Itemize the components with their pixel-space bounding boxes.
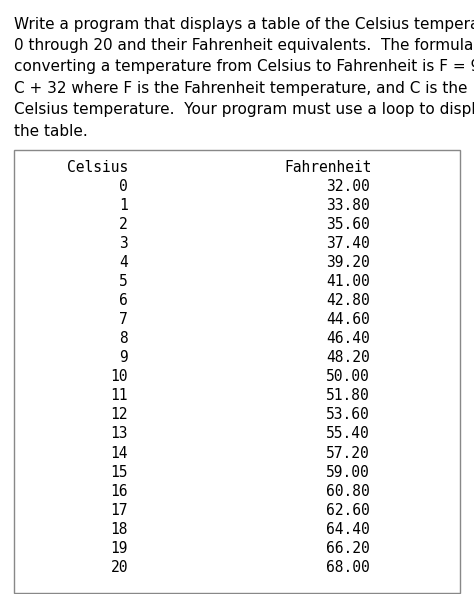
- Text: 39.20: 39.20: [326, 255, 370, 270]
- Text: 48.20: 48.20: [326, 350, 370, 365]
- Text: 8: 8: [119, 331, 128, 346]
- Text: 5: 5: [119, 274, 128, 289]
- Text: 60.80: 60.80: [326, 484, 370, 498]
- Text: 35.60: 35.60: [326, 217, 370, 232]
- Text: the table.: the table.: [14, 124, 88, 138]
- Text: Celsius: Celsius: [67, 160, 128, 175]
- Text: 11: 11: [110, 388, 128, 403]
- Text: 32.00: 32.00: [326, 179, 370, 194]
- Text: 33.80: 33.80: [326, 198, 370, 213]
- Text: 1: 1: [119, 198, 128, 213]
- Text: 14: 14: [110, 446, 128, 460]
- Text: 37.40: 37.40: [326, 236, 370, 251]
- FancyBboxPatch shape: [14, 150, 460, 593]
- Text: 7: 7: [119, 312, 128, 327]
- Text: Fahrenheit: Fahrenheit: [284, 160, 372, 175]
- Text: 51.80: 51.80: [326, 388, 370, 403]
- Text: 17: 17: [110, 503, 128, 517]
- Text: 53.60: 53.60: [326, 407, 370, 422]
- Text: converting a temperature from Celsius to Fahrenheit is F = 9/5 *: converting a temperature from Celsius to…: [14, 59, 474, 74]
- Text: 6: 6: [119, 293, 128, 308]
- Text: 0 through 20 and their Fahrenheit equivalents.  The formula for: 0 through 20 and their Fahrenheit equiva…: [14, 38, 474, 53]
- Text: C + 32 where F is the Fahrenheit temperature, and C is the: C + 32 where F is the Fahrenheit tempera…: [14, 81, 468, 96]
- Text: 44.60: 44.60: [326, 312, 370, 327]
- Text: 13: 13: [110, 426, 128, 441]
- Text: 10: 10: [110, 369, 128, 384]
- Text: 0: 0: [119, 179, 128, 194]
- Text: 18: 18: [110, 522, 128, 536]
- Text: 66.20: 66.20: [326, 541, 370, 555]
- Text: 4: 4: [119, 255, 128, 270]
- Text: 19: 19: [110, 541, 128, 555]
- Text: 16: 16: [110, 484, 128, 498]
- Text: 42.80: 42.80: [326, 293, 370, 308]
- Text: 59.00: 59.00: [326, 465, 370, 479]
- Text: 62.60: 62.60: [326, 503, 370, 517]
- Text: 64.40: 64.40: [326, 522, 370, 536]
- Text: 3: 3: [119, 236, 128, 251]
- Text: 46.40: 46.40: [326, 331, 370, 346]
- Text: 12: 12: [110, 407, 128, 422]
- Text: Write a program that displays a table of the Celsius temperatures: Write a program that displays a table of…: [14, 17, 474, 31]
- Text: 68.00: 68.00: [326, 560, 370, 574]
- Text: 55.40: 55.40: [326, 426, 370, 441]
- Text: 57.20: 57.20: [326, 446, 370, 460]
- Text: 9: 9: [119, 350, 128, 365]
- Text: Celsius temperature.  Your program must use a loop to display: Celsius temperature. Your program must u…: [14, 102, 474, 117]
- Text: 2: 2: [119, 217, 128, 232]
- Text: 41.00: 41.00: [326, 274, 370, 289]
- Text: 15: 15: [110, 465, 128, 479]
- Text: 50.00: 50.00: [326, 369, 370, 384]
- Text: 20: 20: [110, 560, 128, 574]
